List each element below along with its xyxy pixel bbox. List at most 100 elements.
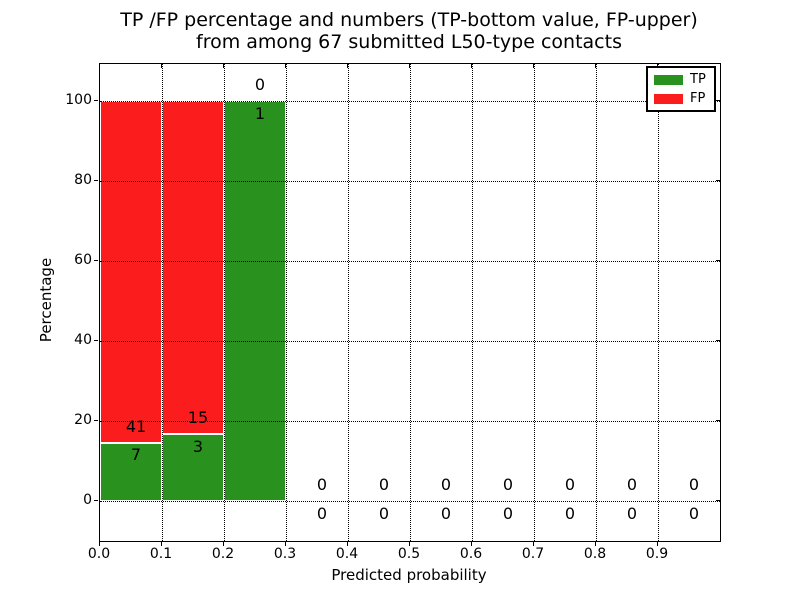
h-gridline bbox=[100, 421, 720, 422]
x-tick-mark bbox=[657, 542, 658, 546]
x-tick-mark bbox=[471, 542, 472, 546]
fp-count-label: 41 bbox=[125, 416, 147, 436]
x-tick-mark-top bbox=[409, 64, 410, 68]
tp-count-label: 0 bbox=[502, 503, 514, 523]
tp-count-label: 0 bbox=[440, 503, 452, 523]
tp-count-label: 0 bbox=[378, 503, 390, 523]
tp-count-label: 0 bbox=[688, 503, 700, 523]
legend-label-tp: TP bbox=[690, 72, 706, 87]
x-tick-mark-top bbox=[471, 64, 472, 68]
fp-bar-segment bbox=[162, 101, 224, 435]
fp-count-label: 0 bbox=[378, 475, 390, 494]
y-tick-label: 20 bbox=[74, 412, 92, 428]
tp-count-label: 0 bbox=[564, 503, 576, 523]
x-tick-mark-top bbox=[161, 64, 162, 68]
y-tick-mark-right bbox=[716, 260, 720, 261]
fp-count-label: 0 bbox=[440, 475, 452, 494]
plot-area: 41 7 15 3 0 1 0 0 0 0 0 0 0 0 0 0 0 0 0 0 TP FP bbox=[99, 63, 721, 542]
x-tick-mark bbox=[595, 542, 596, 546]
y-tick-mark bbox=[94, 260, 98, 261]
v-gridline bbox=[596, 64, 597, 541]
x-tick-mark bbox=[161, 542, 162, 546]
tp-bar-segment bbox=[224, 101, 286, 501]
fp-count-label: 0 bbox=[254, 75, 266, 94]
chart-title-line2: from among 67 submitted L50-type contact… bbox=[196, 31, 622, 53]
x-tick-mark bbox=[347, 542, 348, 546]
bars-layer bbox=[100, 64, 720, 541]
y-tick-mark bbox=[94, 500, 98, 501]
x-tick-mark-top bbox=[99, 64, 100, 68]
fp-count-label: 0 bbox=[316, 475, 328, 494]
count-labels-layer: 41 7 15 3 0 1 0 0 0 0 0 0 0 0 0 0 0 0 0 0 bbox=[100, 64, 720, 541]
chart-title-line1: TP /FP percentage and numbers (TP-bottom… bbox=[120, 9, 698, 31]
h-gridline bbox=[100, 261, 720, 262]
x-tick-label: 0.2 bbox=[211, 546, 235, 562]
v-gridline bbox=[658, 64, 659, 541]
v-gridline bbox=[472, 64, 473, 541]
tp-bar-segment bbox=[100, 442, 162, 501]
x-tick-mark-top bbox=[533, 64, 534, 68]
x-tick-label: 0.6 bbox=[459, 546, 483, 562]
v-gridline bbox=[534, 64, 535, 541]
h-gridline bbox=[100, 501, 720, 502]
h-gridline bbox=[100, 181, 720, 182]
x-tick-mark bbox=[533, 542, 534, 546]
tp-count-label: 1 bbox=[254, 103, 266, 123]
y-tick-mark bbox=[94, 420, 98, 421]
y-tick-label: 60 bbox=[74, 252, 92, 268]
v-gridline bbox=[348, 64, 349, 541]
fp-swatch-icon bbox=[654, 93, 683, 104]
tp-bar-segment bbox=[162, 434, 224, 501]
y-tick-mark bbox=[94, 180, 98, 181]
v-gridline bbox=[286, 64, 287, 541]
y-tick-mark bbox=[94, 340, 98, 341]
tp-swatch-icon bbox=[654, 74, 683, 85]
fp-bar-segment bbox=[100, 101, 162, 443]
y-tick-mark bbox=[94, 100, 98, 101]
tp-count-label: 0 bbox=[316, 503, 328, 523]
h-gridline bbox=[100, 341, 720, 342]
y-tick-label: 100 bbox=[65, 92, 92, 108]
y-tick-label: 40 bbox=[74, 332, 92, 348]
x-tick-label: 0.4 bbox=[335, 546, 359, 562]
x-tick-mark-top bbox=[223, 64, 224, 68]
legend-label-fp: FP bbox=[690, 91, 706, 106]
v-gridline bbox=[162, 64, 163, 541]
v-gridline bbox=[224, 64, 225, 541]
y-tick-mark-right bbox=[716, 420, 720, 421]
x-tick-mark bbox=[409, 542, 410, 546]
y-tick-mark-right bbox=[716, 100, 720, 101]
y-tick-label: 0 bbox=[83, 492, 92, 508]
x-tick-label: 0.7 bbox=[521, 546, 545, 562]
y-tick-mark-right bbox=[716, 500, 720, 501]
y-tick-mark-right bbox=[716, 340, 720, 341]
x-tick-label: 0.5 bbox=[397, 546, 421, 562]
x-tick-label: 0.9 bbox=[645, 546, 669, 562]
x-tick-mark bbox=[223, 542, 224, 546]
tp-count-label: 7 bbox=[130, 445, 142, 465]
x-tick-mark-top bbox=[595, 64, 596, 68]
y-axis-label: Percentage bbox=[37, 257, 55, 343]
tp-count-label: 3 bbox=[192, 437, 204, 457]
fp-count-label: 0 bbox=[688, 475, 700, 494]
x-axis-label: Predicted probability bbox=[331, 566, 487, 584]
h-gridline bbox=[100, 101, 720, 102]
x-tick-mark-top bbox=[347, 64, 348, 68]
fp-count-label: 0 bbox=[626, 475, 638, 494]
x-tick-mark-top bbox=[285, 64, 286, 68]
y-tick-mark-right bbox=[716, 180, 720, 181]
grid-layer bbox=[100, 64, 720, 541]
tp-count-label: 0 bbox=[626, 503, 638, 523]
v-gridline bbox=[410, 64, 411, 541]
x-tick-label: 0.1 bbox=[149, 546, 173, 562]
x-tick-mark bbox=[99, 542, 100, 546]
fp-count-label: 15 bbox=[187, 408, 209, 428]
legend-entry-tp: TP bbox=[654, 72, 708, 87]
y-tick-label: 80 bbox=[74, 172, 92, 188]
fp-count-label: 0 bbox=[502, 475, 514, 494]
fp-count-label: 0 bbox=[564, 475, 576, 494]
x-tick-mark bbox=[285, 542, 286, 546]
x-tick-label: 0.8 bbox=[583, 546, 607, 562]
x-tick-label: 0.0 bbox=[87, 546, 111, 562]
